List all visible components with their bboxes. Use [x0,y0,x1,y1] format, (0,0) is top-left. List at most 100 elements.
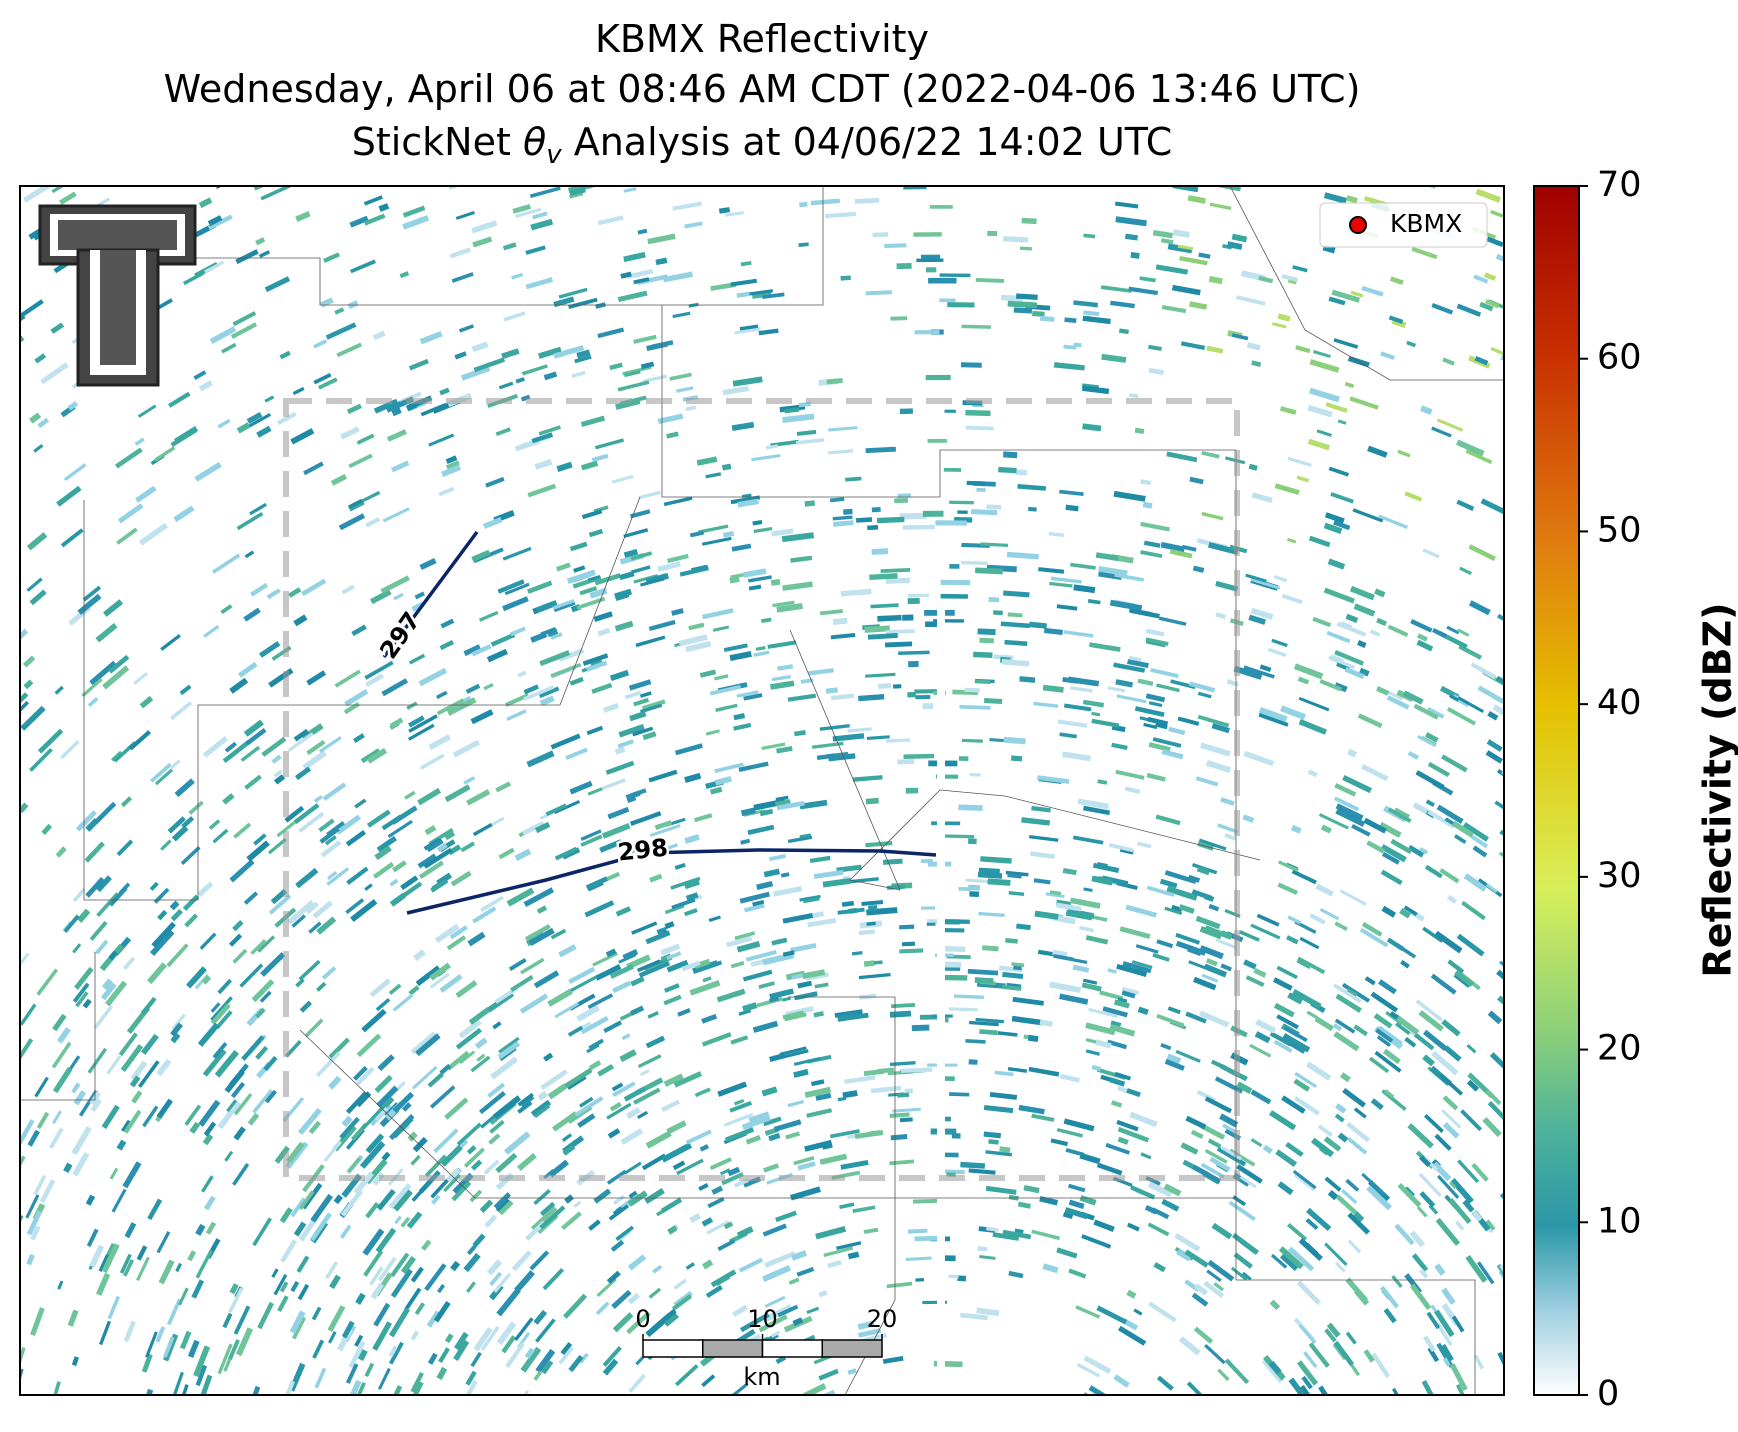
radar-gate [197,1374,213,1395]
radar-gate [169,759,181,770]
radar-gate [1013,307,1033,314]
radar-gate [356,433,375,445]
legend [1319,202,1488,248]
radar-gate [793,1068,809,1078]
radar-gate [376,835,397,853]
radar-gate [1007,300,1038,309]
radar-gate [1209,202,1232,211]
radar-gate [72,982,90,1003]
radar-gate [1130,1185,1156,1200]
radar-gate [1076,1363,1101,1378]
radar-gate [611,1082,624,1092]
radar-gate [1091,875,1113,886]
radar-gate [1215,938,1238,950]
radar-gate [781,532,815,543]
radar-gate [939,273,971,278]
radar-gate [473,357,506,373]
radar-gate [799,799,828,810]
radar-gate [764,1251,796,1268]
radar-gate [1361,285,1384,297]
radar-gate [758,328,779,336]
radar-gate [1426,1311,1441,1330]
radar-gate [1030,851,1055,859]
radar-gate [271,1268,279,1278]
radar-gate [167,816,186,834]
logo-bar [58,220,177,250]
radar-gate [796,429,817,436]
radar-gate [1344,381,1355,389]
radar-gate [826,378,843,385]
radar-gate [1308,387,1340,403]
radar-gate [597,327,625,339]
radar-gate [702,976,712,983]
radar-gate [649,873,663,883]
radar-gate [1121,990,1136,999]
radar-gate [404,790,416,800]
radar-gate [729,576,740,584]
radar-gate [147,1198,163,1221]
radar-gate [836,1241,862,1250]
radar-gate [1426,706,1445,719]
radar-gate [374,1106,389,1121]
radar-gate [810,1079,825,1087]
radar-gate [325,322,357,340]
radar-gate [576,349,591,359]
radar-gate [662,271,693,283]
radar-gate [179,1330,192,1350]
radar-gate [1382,1048,1401,1065]
radar-gate [827,1260,842,1269]
radar-gate [220,604,233,615]
radar-gate [639,577,665,587]
radar-gate [533,1309,548,1325]
radar-gate [414,1302,426,1316]
radar-gate [772,600,795,608]
radar-gate [1268,1360,1282,1375]
radar-gate [357,1349,368,1362]
radar-gate [1175,1049,1201,1063]
radar-gate [504,1131,531,1155]
radar-gate [573,565,586,573]
radar-gate [847,727,872,733]
radar-gate [986,1227,999,1232]
radar-gate [390,1252,410,1278]
radar-gate [1325,402,1348,413]
radar-gate [346,866,369,885]
radar-gate [656,926,668,936]
radar-gate [580,829,602,841]
radar-gate [1299,1384,1319,1395]
radar-gate [894,498,909,504]
radar-gate [1296,1280,1322,1306]
radar-gate [615,1225,634,1241]
radar-gate [1278,1246,1304,1270]
radar-gate [264,276,291,293]
radar-gate [1457,628,1470,637]
radar-gate [1366,1185,1392,1211]
radar-gate [1261,1358,1284,1384]
radar-gate [734,931,756,941]
radar-gate [505,1342,525,1368]
analysis-prefix: StickNet [352,120,511,164]
radar-gate [1050,1138,1068,1147]
radar-gate [510,974,534,992]
radar-gate [1198,252,1211,259]
radar-gate [869,573,898,581]
radar-gate [1332,1023,1343,1032]
radar-gate [769,988,794,1000]
radar-gate [306,670,327,686]
radar-gate [1007,1067,1028,1073]
radar-gate [617,290,648,302]
radar-gate [582,653,609,666]
radar-gate [777,1304,799,1318]
radar-gate [495,781,512,793]
radar-gate [882,858,903,865]
radar-gate [994,1070,1014,1077]
radar-gate [554,846,578,861]
radar-gate [1125,904,1158,918]
radar-gate [828,753,856,762]
radar-gate [1016,923,1031,931]
radar-gate [1192,1164,1222,1184]
radar-gate [1420,405,1433,415]
radar-gate [258,250,271,258]
radar-gate [329,1274,341,1290]
radar-gate [426,838,444,853]
